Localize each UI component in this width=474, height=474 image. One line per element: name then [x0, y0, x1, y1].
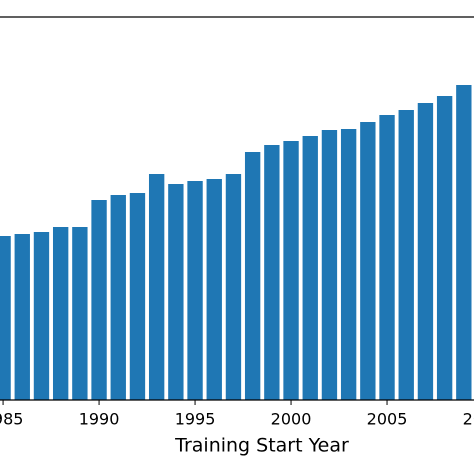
x-tick-label: 1985 — [0, 410, 23, 429]
bar — [436, 96, 453, 400]
bar — [225, 174, 242, 400]
bar — [283, 141, 299, 400]
bar — [206, 179, 222, 400]
bar — [33, 232, 50, 400]
bar — [72, 227, 88, 400]
bar — [110, 195, 126, 400]
bar — [456, 85, 472, 400]
bar — [148, 174, 165, 400]
x-tick-label: 2005 — [367, 410, 408, 429]
x-axis-label: Training Start Year — [174, 435, 349, 457]
bar — [187, 181, 203, 400]
bar — [321, 130, 338, 400]
bar — [91, 200, 107, 400]
bar — [52, 227, 69, 400]
bar — [398, 110, 414, 400]
bar — [168, 184, 184, 400]
bar — [360, 122, 376, 400]
bar — [417, 103, 434, 400]
x-tick-label: 2010 — [463, 410, 474, 429]
x-tick-label: 2000 — [271, 410, 312, 429]
bar — [379, 115, 395, 400]
bar — [302, 136, 318, 400]
bar — [14, 234, 30, 400]
x-tick-label: 1995 — [175, 410, 216, 429]
bar — [129, 193, 146, 400]
bar — [340, 129, 357, 400]
x-tick-label: 1990 — [79, 410, 120, 429]
bar — [0, 236, 11, 400]
bar — [244, 152, 261, 400]
bar — [264, 145, 280, 400]
